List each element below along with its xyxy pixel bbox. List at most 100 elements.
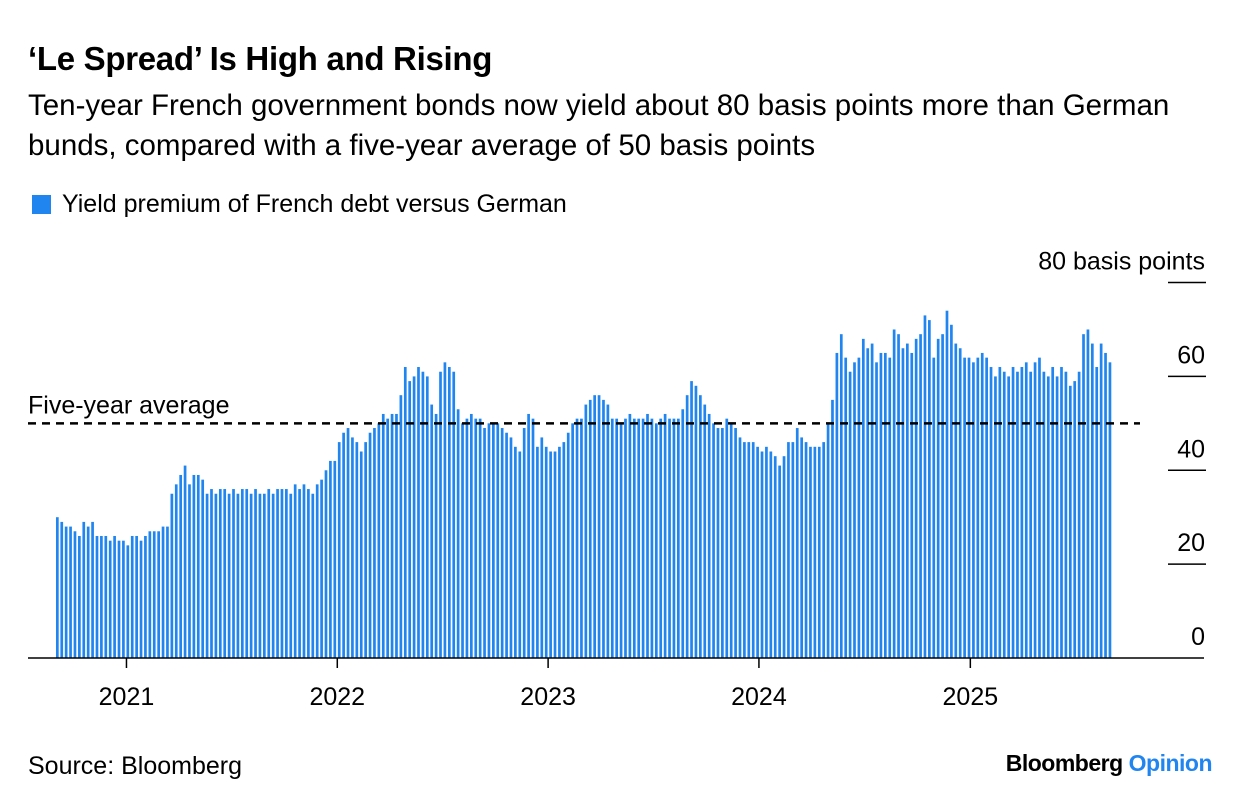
bar [1108,362,1112,658]
bar [368,432,372,658]
bar [883,352,887,658]
bar [64,526,68,658]
bar [1033,362,1037,658]
y-tick-label: 80 basis points [1038,248,1205,276]
bar [139,540,143,658]
bar [210,489,213,658]
bar [588,399,592,659]
bar [1007,376,1010,658]
x-axis: 2021 2022 2023 2024 2025 [28,657,1204,711]
bar [73,531,77,658]
bar [240,489,244,658]
bar [787,442,790,658]
bar [509,437,513,658]
bar [148,531,152,658]
bar [496,423,500,658]
bar [615,418,619,658]
bar [302,484,306,658]
bar [60,521,64,658]
bar [403,367,407,658]
brand-logo: Bloomberg Opinion [1005,750,1213,777]
bar [492,423,495,658]
bar [707,413,711,658]
bar [760,451,764,658]
bar [892,329,896,658]
bar [267,489,271,658]
average-line-group: Five-year average [28,391,1140,425]
bar [289,493,293,658]
bar [831,399,834,659]
bar [866,348,870,658]
bar [377,423,381,658]
bar [769,451,773,658]
bar [663,413,667,658]
bar [236,493,240,658]
bar [232,489,235,658]
bar [721,428,724,658]
bar [245,489,249,658]
bar [227,493,231,658]
bar [932,357,936,658]
bar [390,413,394,658]
bar [914,338,918,658]
bar [659,418,663,658]
bar [910,352,914,658]
bar [1060,367,1063,658]
bar [1042,371,1046,658]
bar [637,418,641,658]
bar [879,352,883,658]
bar [985,357,988,658]
bar [566,432,570,658]
bar [562,442,566,658]
bar [544,446,548,658]
bar [430,404,434,658]
bar [271,493,275,658]
bar [584,404,588,658]
bar [276,489,279,658]
y-tick-label: 40 [1177,435,1205,463]
bar [1046,376,1050,658]
bar [214,493,218,658]
bar [875,362,878,658]
bar [166,526,169,658]
bar [809,446,812,658]
bar [329,460,332,658]
bar [408,381,412,658]
bar [738,437,742,658]
bar [685,395,689,658]
x-tick-label: 2025 [943,683,999,711]
bar [263,493,266,658]
bar [1064,371,1068,658]
bar [676,418,680,658]
bar [703,404,707,658]
bar [421,371,425,658]
bar [928,320,931,658]
bar [751,442,755,658]
bar [743,442,746,658]
bar [1051,367,1055,658]
bar [425,376,429,658]
bar [839,334,843,658]
bar [848,371,852,658]
bar [817,446,821,658]
bar [1055,376,1059,658]
brand-accent: Opinion [1128,750,1213,776]
bar [196,474,200,658]
bar [835,352,839,658]
bar [307,489,310,658]
bar [954,343,958,658]
bar [593,395,597,658]
brand-primary: Bloomberg [1005,750,1123,776]
bar [1016,371,1019,658]
bar [399,395,403,658]
bar [729,423,733,658]
bar [888,357,892,658]
bar [324,470,328,658]
bar [188,484,191,658]
bar [712,423,715,658]
bar [395,413,398,658]
bar [994,376,997,658]
bar [469,413,473,658]
bar [364,442,367,658]
chart-title: ‘Le Spread’ Is High and Rising [28,40,493,77]
